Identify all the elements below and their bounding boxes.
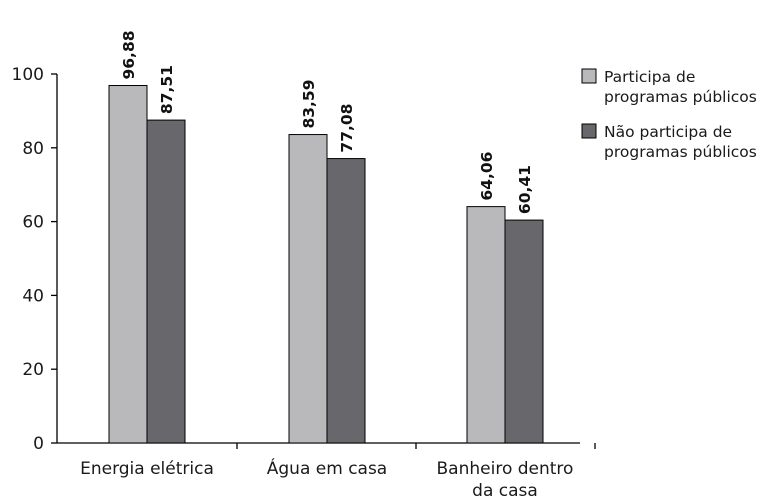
bar-value-label: 87,51 [158, 65, 176, 114]
bar-value-label: 96,88 [120, 30, 138, 79]
y-axis-ticks: 0 20 40 60 80 100 [12, 65, 596, 454]
legend: Participa de programas públicos Não partic… [581, 68, 757, 161]
y-tick-label: 60 [22, 213, 44, 233]
bar-value-label: 64,06 [478, 152, 496, 201]
bar-value-label: 60,41 [516, 165, 534, 214]
y-tick-label: 0 [33, 434, 44, 454]
legend-label: Não participa de programas públicos [604, 123, 757, 161]
legend-swatch [581, 123, 597, 139]
y-tick-label: 40 [22, 286, 44, 306]
bar [326, 158, 366, 444]
bar-value-label: 77,08 [338, 104, 356, 153]
legend-item: Participa de programas públicos [581, 68, 757, 106]
legend-item: Não participa de programas públicos [581, 123, 757, 161]
bar [504, 219, 544, 444]
x-category-label: Banheiro dentro da casa [437, 459, 574, 501]
legend-label: Participa de programas públicos [604, 68, 757, 106]
x-category-label: Água em casa [267, 457, 387, 479]
bar [288, 134, 328, 444]
y-tick-label: 20 [22, 360, 44, 380]
value-labels: 96,88 87,51 83,59 77,08 64,06 60,41 [120, 30, 534, 214]
bar-value-label: 83,59 [300, 80, 318, 129]
x-category-label: Energia elétrica [80, 459, 214, 479]
bar [108, 85, 148, 444]
legend-swatch [581, 68, 597, 84]
bars [108, 85, 544, 444]
bar [466, 206, 506, 444]
y-tick-label: 100 [12, 65, 44, 85]
bar [146, 119, 186, 444]
y-tick-label: 80 [22, 139, 44, 159]
category-labels: Energia elétrica Água em casa Banheiro den… [80, 457, 573, 501]
